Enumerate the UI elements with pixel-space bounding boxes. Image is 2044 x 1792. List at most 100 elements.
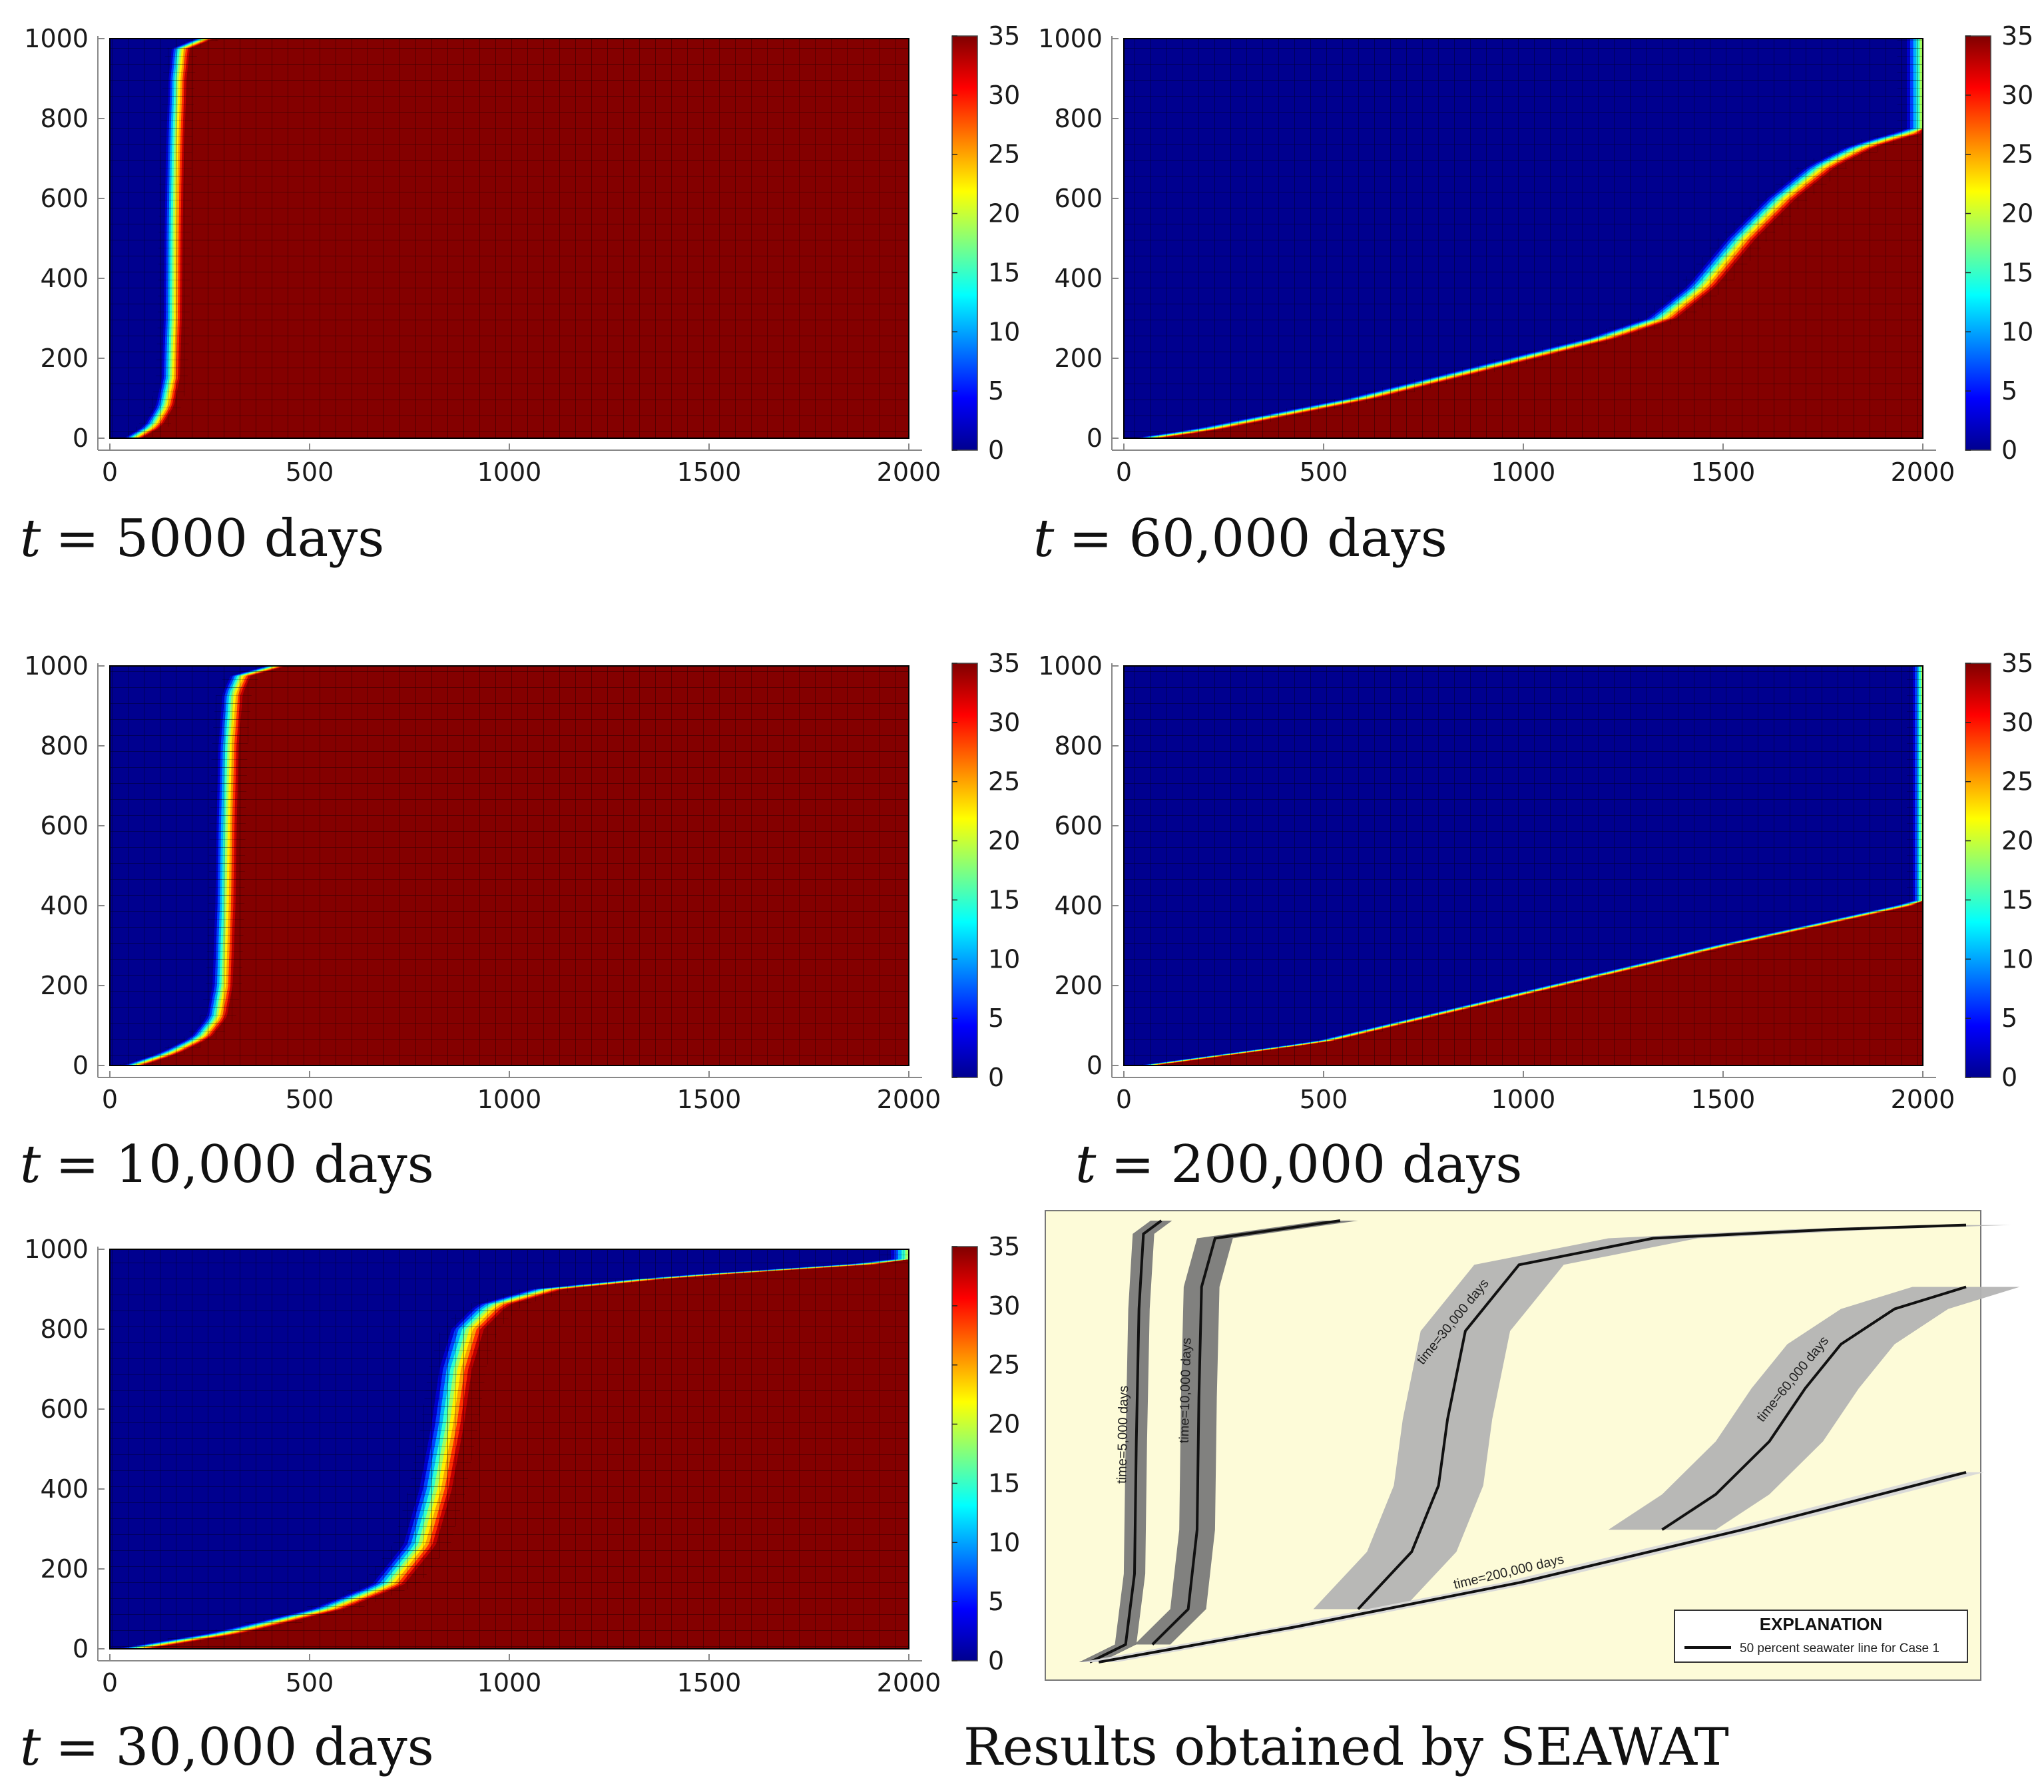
seawat-50pct-line xyxy=(1661,1285,1967,1531)
colorbar-tick-label: 20 xyxy=(2001,199,2033,228)
colorbar-tick-label: 25 xyxy=(2001,140,2033,169)
x-tick-label: 1500 xyxy=(1691,1085,1756,1114)
colorbar-tick-label: 20 xyxy=(2001,826,2033,856)
caption-var: t xyxy=(1075,1135,1097,1195)
caption-p5000: t = 5000 days xyxy=(20,509,384,569)
seawat-caption: Results obtained by SEAWAT xyxy=(963,1717,1729,1777)
refined-mesh xyxy=(1124,39,1923,438)
colorbar-tick-label: 0 xyxy=(2001,436,2017,465)
x-tick-label: 500 xyxy=(1300,1085,1348,1114)
x-tick-label: 2000 xyxy=(1891,1085,1955,1114)
seawat-band xyxy=(1135,1221,1358,1645)
x-tick-label: 0 xyxy=(102,1085,118,1114)
caption-text: = 30,000 days xyxy=(55,1717,433,1777)
y-tick-label: 0 xyxy=(73,1634,89,1663)
x-tick-label: 1500 xyxy=(1691,457,1756,487)
plot-frame xyxy=(109,665,909,1066)
colorbar-tick-label: 10 xyxy=(2001,944,2033,974)
plot-frame xyxy=(1123,665,1923,1066)
colorbar-tick-label: 20 xyxy=(988,826,1020,856)
seawat-curve: time=5,000 days xyxy=(1079,1219,1172,1663)
colorbar-tick-label: 5 xyxy=(988,1004,1004,1033)
colorbar-tick-label: 15 xyxy=(2001,885,2033,914)
seawat-50pct-line xyxy=(1151,1219,1341,1645)
caption-text: = 60,000 days xyxy=(1069,509,1447,569)
y-tick-label: 1000 xyxy=(1038,24,1103,53)
x-tick-label: 1500 xyxy=(677,1085,742,1114)
y-tick-label: 600 xyxy=(40,811,89,840)
colorbar-tick-label: 25 xyxy=(988,1350,1020,1380)
colorbar xyxy=(1965,663,1991,1078)
colorbar-tick-label: 35 xyxy=(2001,649,2033,678)
x-tick-label: 0 xyxy=(1116,457,1132,487)
caption-p10000: t = 10,000 days xyxy=(20,1135,434,1195)
colorbar-tick-label: 15 xyxy=(988,258,1020,287)
colorbar-tick-label: 5 xyxy=(2001,1004,2017,1033)
x-tick-label: 2000 xyxy=(877,1085,941,1114)
panel-p10000: 0 500 1000 1500 2000 0 200 400 600 800 1000 0 5 10 15 2… xyxy=(20,649,1020,1195)
colorbar-tick-label: 20 xyxy=(988,1410,1020,1439)
y-tick-label: 0 xyxy=(73,1051,89,1080)
colorbar-tick-label: 25 xyxy=(988,140,1020,169)
seawat-curve-label: time=5,000 days xyxy=(1115,1385,1131,1484)
y-tick-label: 400 xyxy=(1054,891,1103,920)
y-tick-label: 400 xyxy=(1054,264,1103,293)
colorbar-tick-label: 0 xyxy=(988,436,1004,465)
colorbar xyxy=(951,663,978,1078)
panel-p30000: 0 500 1000 1500 2000 0 200 400 600 800 1000 0 5 10 15 2… xyxy=(20,1232,1020,1777)
mesh-grid xyxy=(1124,39,1923,438)
legend-box xyxy=(1674,1610,1968,1663)
y-tick-label: 800 xyxy=(40,731,89,760)
caption-p30000: t = 30,000 days xyxy=(20,1717,434,1777)
colorbar-tick-label: 10 xyxy=(988,1528,1020,1557)
colorbar-tick-label: 0 xyxy=(988,1063,1004,1092)
colorbar-tick-label: 35 xyxy=(2001,21,2033,51)
colorbar-tick-label: 25 xyxy=(988,767,1020,796)
colorbar xyxy=(1965,35,1991,451)
x-tick-label: 1000 xyxy=(477,1668,542,1697)
y-tick-label: 800 xyxy=(40,104,89,133)
x-tick-label: 1000 xyxy=(477,457,542,487)
x-tick-label: 2000 xyxy=(1891,457,1955,487)
colorbar-tick-label: 10 xyxy=(988,317,1020,346)
x-tick-label: 500 xyxy=(1300,457,1348,487)
y-tick-label: 0 xyxy=(1087,424,1103,453)
colorbar-tick-label: 35 xyxy=(988,1232,1020,1261)
x-tick-label: 1500 xyxy=(677,457,742,487)
colorbar xyxy=(951,35,978,451)
y-tick-label: 600 xyxy=(40,184,89,213)
caption-var: t xyxy=(1033,509,1055,569)
x-tick-label: 2000 xyxy=(877,1668,941,1697)
y-tick-label: 600 xyxy=(40,1394,89,1424)
caption-p60000: t = 60,000 days xyxy=(1033,509,1447,569)
y-tick-label: 1000 xyxy=(24,651,89,681)
colorbar-tick-label: 5 xyxy=(2001,376,2017,406)
plot-frame xyxy=(109,1249,909,1649)
x-tick-label: 500 xyxy=(286,457,334,487)
y-tick-label: 800 xyxy=(40,1315,89,1344)
seawat-band xyxy=(1608,1287,2020,1530)
y-tick-label: 400 xyxy=(40,264,89,293)
y-tick-label: 800 xyxy=(1054,731,1103,760)
x-tick-label: 1500 xyxy=(677,1668,742,1697)
caption-text: = 5000 days xyxy=(55,509,384,569)
seawat-curve-label: time=10,000 days xyxy=(1177,1338,1194,1444)
explanation-legend: EXPLANATION 50 percent seawater line for … xyxy=(1674,1610,1968,1663)
colorbar-tick-label: 30 xyxy=(2001,81,2033,110)
panel-p200000: 0 500 1000 1500 2000 0 200 400 600 800 1000 0 5 10 15 2… xyxy=(1038,649,2033,1195)
caption-var: t xyxy=(20,1135,41,1195)
colorbar-tick-label: 0 xyxy=(2001,1063,2017,1092)
caption-p200000: t = 200,000 days xyxy=(1075,1135,1522,1195)
x-tick-label: 0 xyxy=(1116,1085,1132,1114)
mesh-grid xyxy=(110,39,909,438)
x-tick-label: 500 xyxy=(286,1668,334,1697)
seawat-50pct-line xyxy=(1089,1219,1162,1663)
y-tick-label: 400 xyxy=(40,1474,89,1504)
legend-title: EXPLANATION xyxy=(1760,1614,1882,1634)
y-tick-label: 0 xyxy=(73,424,89,453)
y-tick-label: 200 xyxy=(40,1554,89,1584)
y-tick-label: 0 xyxy=(1087,1051,1103,1080)
y-tick-label: 1000 xyxy=(24,1235,89,1264)
y-tick-label: 400 xyxy=(40,891,89,920)
